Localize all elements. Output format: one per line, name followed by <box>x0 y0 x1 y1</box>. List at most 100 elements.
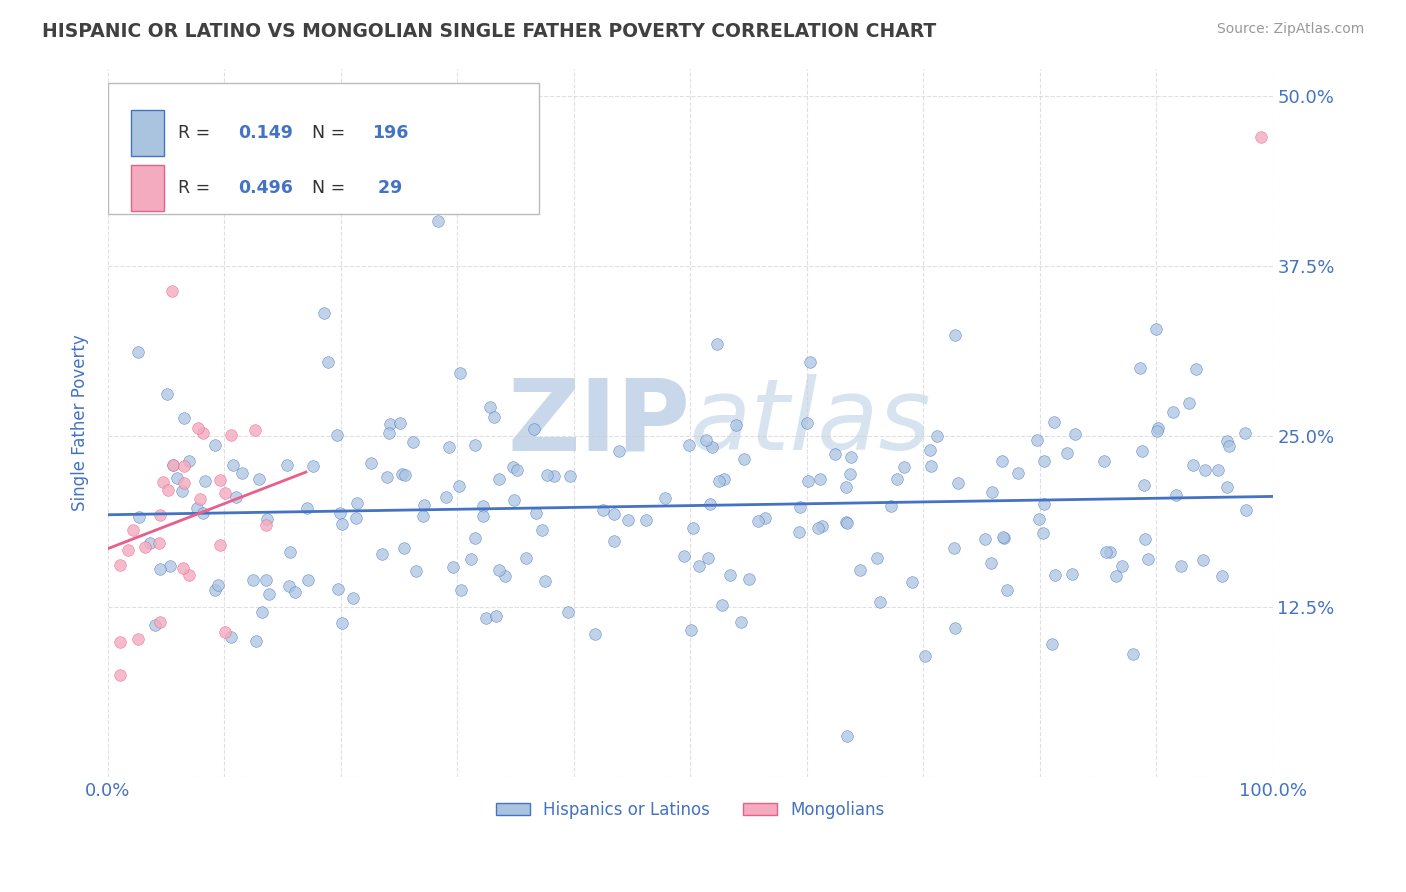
Point <box>943 621 966 635</box>
Point <box>485 609 508 624</box>
Text: N =: N = <box>312 124 350 143</box>
Point <box>277 579 299 593</box>
Point <box>900 575 922 590</box>
Point <box>808 472 831 486</box>
Point <box>718 568 741 582</box>
Point <box>394 541 416 555</box>
Point <box>1105 569 1128 583</box>
Point <box>505 463 527 477</box>
Point <box>1122 647 1144 661</box>
Point <box>1137 552 1160 566</box>
Point <box>179 453 201 467</box>
Point <box>991 454 1014 468</box>
Point <box>204 583 226 598</box>
Point <box>1147 420 1170 434</box>
Point <box>811 519 834 533</box>
Point <box>583 627 606 641</box>
Point <box>127 345 149 359</box>
Point <box>156 386 179 401</box>
Point <box>515 550 537 565</box>
Point <box>412 509 434 524</box>
Point <box>707 474 730 488</box>
Point <box>173 475 195 490</box>
Point <box>188 491 211 506</box>
Point <box>1133 532 1156 546</box>
Point <box>1211 569 1233 583</box>
Point <box>344 511 367 525</box>
Point <box>730 615 752 629</box>
Point <box>127 632 149 647</box>
Point <box>1130 444 1153 458</box>
Point <box>162 458 184 472</box>
Point <box>256 512 278 526</box>
Point <box>1215 481 1237 495</box>
Point <box>886 472 908 486</box>
Point <box>143 618 166 632</box>
Point <box>225 490 247 504</box>
Point <box>592 503 614 517</box>
Point <box>134 540 156 554</box>
Point <box>394 468 416 483</box>
Point <box>207 578 229 592</box>
Point <box>1218 439 1240 453</box>
Point <box>603 507 626 521</box>
Point <box>1234 503 1257 517</box>
Point <box>789 500 811 514</box>
Point <box>879 500 901 514</box>
Point <box>479 400 502 414</box>
Legend: Hispanics or Latinos, Mongolians: Hispanics or Latinos, Mongolians <box>489 794 891 825</box>
Point <box>980 556 1002 570</box>
Point <box>179 567 201 582</box>
Point <box>806 521 828 535</box>
Point <box>502 460 524 475</box>
Point <box>208 538 231 552</box>
Point <box>222 458 245 472</box>
Point <box>673 549 696 563</box>
Point <box>488 563 510 577</box>
Point <box>993 531 1015 545</box>
Point <box>172 483 194 498</box>
Point <box>166 471 188 485</box>
Point <box>209 473 232 487</box>
Point <box>560 469 582 483</box>
Point <box>534 574 557 589</box>
Point <box>450 583 472 598</box>
Point <box>325 427 347 442</box>
Point <box>835 516 858 531</box>
Point <box>214 486 236 500</box>
Point <box>747 514 769 528</box>
Point <box>1192 553 1215 567</box>
Text: ZIP: ZIP <box>508 374 690 471</box>
Point <box>186 500 208 515</box>
Point <box>1216 434 1239 448</box>
Point <box>699 497 721 511</box>
Point <box>405 564 427 578</box>
Point <box>918 442 941 457</box>
Point <box>706 337 728 351</box>
Text: 0.149: 0.149 <box>239 124 294 143</box>
Point <box>221 428 243 442</box>
Point <box>1178 396 1201 410</box>
Text: N =: N = <box>312 179 350 197</box>
Point <box>1132 478 1154 492</box>
Point <box>122 523 145 537</box>
Point <box>713 472 735 486</box>
Point <box>841 450 863 464</box>
Point <box>679 624 702 638</box>
Point <box>1111 559 1133 574</box>
Point <box>360 456 382 470</box>
Point <box>156 483 179 497</box>
Text: Source: ZipAtlas.com: Source: ZipAtlas.com <box>1216 22 1364 37</box>
Point <box>346 496 368 510</box>
Point <box>702 440 724 454</box>
Point <box>297 573 319 587</box>
Point <box>1032 526 1054 541</box>
Point <box>1026 433 1049 447</box>
Point <box>172 561 194 575</box>
Point <box>371 547 394 561</box>
Bar <box>131 111 165 156</box>
Point <box>284 584 307 599</box>
Point <box>402 434 425 449</box>
Point <box>108 558 131 572</box>
Point <box>946 475 969 490</box>
